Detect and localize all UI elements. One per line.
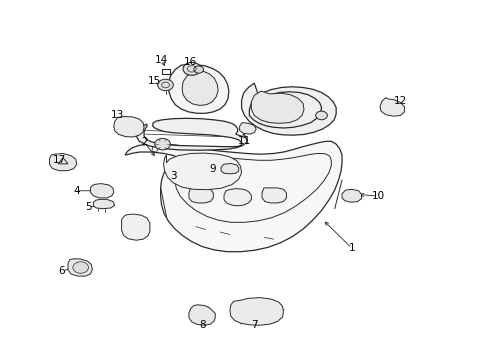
Circle shape bbox=[193, 66, 203, 73]
Polygon shape bbox=[122, 214, 150, 240]
Text: 6: 6 bbox=[58, 266, 65, 276]
Polygon shape bbox=[251, 91, 304, 123]
Text: 12: 12 bbox=[393, 96, 407, 106]
Polygon shape bbox=[341, 189, 361, 202]
Polygon shape bbox=[379, 98, 404, 116]
Polygon shape bbox=[168, 64, 228, 113]
Text: 11: 11 bbox=[237, 136, 251, 145]
Polygon shape bbox=[163, 153, 241, 190]
Text: 3: 3 bbox=[170, 171, 177, 181]
Text: 9: 9 bbox=[209, 164, 216, 174]
Text: 8: 8 bbox=[199, 320, 206, 330]
Text: 1: 1 bbox=[348, 243, 354, 253]
Text: 4: 4 bbox=[73, 186, 80, 196]
Text: 5: 5 bbox=[85, 202, 92, 212]
Polygon shape bbox=[90, 184, 114, 198]
Text: 15: 15 bbox=[148, 76, 161, 86]
Polygon shape bbox=[229, 298, 283, 325]
Polygon shape bbox=[93, 199, 115, 209]
Polygon shape bbox=[221, 163, 238, 174]
Polygon shape bbox=[49, 153, 77, 171]
Polygon shape bbox=[182, 70, 218, 105]
Polygon shape bbox=[188, 188, 213, 203]
Polygon shape bbox=[241, 83, 335, 135]
Polygon shape bbox=[68, 259, 92, 276]
Circle shape bbox=[158, 79, 173, 91]
Polygon shape bbox=[262, 188, 286, 203]
Circle shape bbox=[73, 262, 88, 273]
Polygon shape bbox=[239, 123, 256, 134]
Polygon shape bbox=[224, 189, 251, 206]
Circle shape bbox=[315, 111, 327, 120]
Text: 17: 17 bbox=[53, 155, 66, 165]
Text: 16: 16 bbox=[184, 57, 197, 67]
Polygon shape bbox=[188, 305, 215, 325]
Text: 14: 14 bbox=[155, 55, 168, 65]
Text: 13: 13 bbox=[111, 111, 124, 121]
Circle shape bbox=[183, 62, 200, 75]
Text: 2: 2 bbox=[141, 138, 147, 147]
Text: 10: 10 bbox=[371, 191, 385, 201]
Circle shape bbox=[155, 138, 170, 150]
Polygon shape bbox=[125, 141, 341, 252]
Polygon shape bbox=[114, 117, 144, 137]
Text: 7: 7 bbox=[250, 320, 257, 330]
Polygon shape bbox=[136, 118, 247, 150]
